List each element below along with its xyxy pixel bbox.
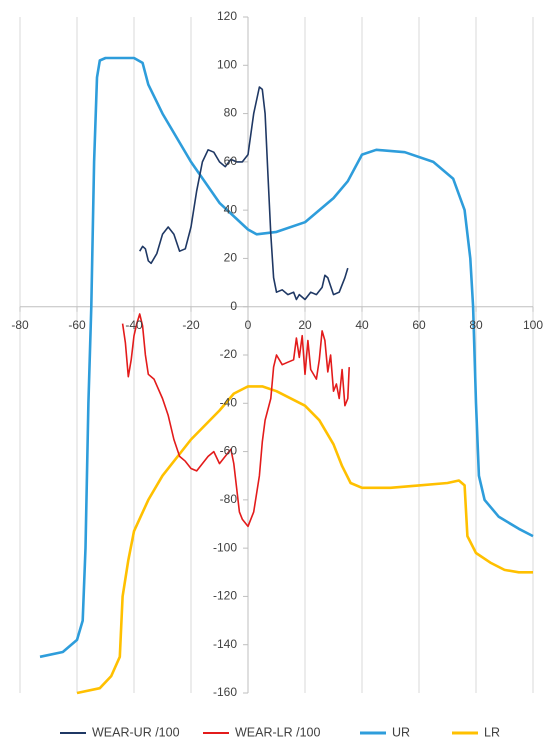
series-line — [76, 385, 533, 695]
legend-label: LR — [484, 725, 500, 739]
y-tick-label: -140 — [213, 637, 237, 651]
legend-label: WEAR-LR /100 — [235, 725, 320, 739]
x-tick-label: 0 — [245, 318, 252, 332]
y-tick-label: -100 — [213, 540, 237, 554]
x-tick-label: -20 — [182, 318, 200, 332]
y-tick-label: 40 — [224, 202, 238, 216]
x-tick-label: 20 — [298, 318, 312, 332]
y-tick-label: 0 — [230, 299, 237, 313]
x-tick-label: 60 — [412, 318, 426, 332]
legend: WEAR-UR /100 WEAR-LR /100 UR LR — [60, 725, 500, 739]
y-tick-label: -120 — [213, 589, 237, 603]
y-tick-label: 60 — [224, 154, 238, 168]
series-line — [139, 86, 349, 301]
series-line — [39, 56, 534, 659]
x-tick-label: -80 — [11, 318, 29, 332]
y-tick-label: -40 — [220, 395, 238, 409]
legend-label: UR — [392, 725, 410, 739]
y-tick-label: -60 — [220, 444, 238, 458]
y-tick-label: -80 — [220, 492, 238, 506]
x-tick-label: -60 — [68, 318, 86, 332]
x-tick-label: 40 — [355, 318, 369, 332]
x-tick-label: 100 — [523, 318, 543, 332]
series-line — [121, 313, 350, 528]
y-tick-label: 120 — [217, 9, 237, 23]
y-tick-label: 100 — [217, 57, 237, 71]
x-tick-label: 80 — [469, 318, 483, 332]
legend-label: WEAR-UR /100 — [92, 725, 180, 739]
y-tick-label: -20 — [220, 347, 238, 361]
y-tick-label: 20 — [224, 251, 238, 265]
x-tick-label: -40 — [125, 318, 143, 332]
y-tick-label: 80 — [224, 106, 238, 120]
y-tick-label: -160 — [213, 685, 237, 699]
